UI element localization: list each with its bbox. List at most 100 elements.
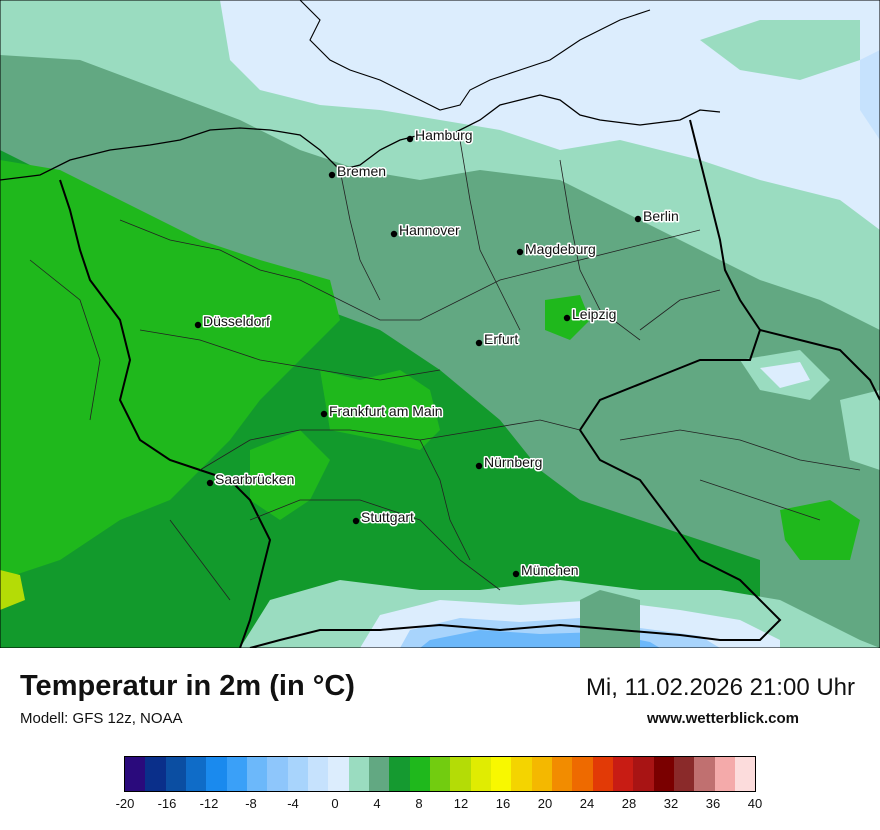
city-dot [352, 517, 360, 525]
legend-swatch [470, 757, 491, 791]
legend-swatch [307, 757, 329, 791]
city-dot [475, 462, 483, 470]
temp-patch-czech-cold [760, 362, 810, 388]
city-dot [634, 215, 642, 223]
legend-tick-label: 32 [663, 796, 679, 811]
legend-tick-labels: -20 -16 -12 -8 -4 0 4 8 12 16 20 24 28 32 36 40 [0, 796, 880, 814]
temperature-map: Hamburg Bremen Berlin Hannover Magdeburg… [0, 0, 880, 648]
forecast-datetime: Mi, 11.02.2026 21:00 Uhr [585, 674, 855, 701]
legend-swatch [328, 757, 349, 791]
state-borders [29, 139, 861, 601]
coastline-denmark [299, 0, 651, 111]
legend-tick-label: -4 [287, 796, 299, 811]
border-west [59, 179, 272, 648]
temp-patch-northeast [860, 50, 880, 140]
legend-swatch [145, 757, 166, 791]
legend-swatch [450, 757, 471, 791]
city-label: Berlin [643, 208, 679, 224]
city-bremen: Bremen [328, 162, 388, 181]
city-stuttgart: Stuttgart [352, 508, 416, 527]
model-info: Modell: GFS 12z, NOAA [20, 710, 183, 727]
city-markers: Hamburg Bremen Berlin Hannover Magdeburg… [194, 126, 680, 580]
legend-swatch [429, 757, 451, 791]
temp-zone-0-2 [220, 0, 880, 230]
legend-swatch [673, 757, 695, 791]
city-saarbruecken: Saarbrücken [206, 470, 296, 489]
city-label: Magdeburg [525, 241, 596, 257]
legend-swatch [551, 757, 573, 791]
city-berlin: Berlin [634, 207, 680, 226]
temp-patch-east-edge [840, 390, 880, 470]
temp-patch-southwest-center [250, 430, 330, 520]
legend-swatch [572, 757, 593, 791]
legend-swatch [490, 757, 512, 791]
city-label: Nürnberg [484, 454, 542, 470]
legend-tick-label: 36 [705, 796, 721, 811]
website-link[interactable]: www.wetterblick.com [647, 710, 799, 727]
legend-tick-label: -12 [199, 796, 219, 811]
legend-swatch [409, 757, 430, 791]
legend-tick-label: 24 [579, 796, 595, 811]
legend-swatch [734, 757, 756, 791]
legend-tick-label: 28 [621, 796, 637, 811]
city-frankfurt: Frankfurt am Main [320, 402, 444, 421]
legend-swatch [165, 757, 186, 791]
legend-tick-label: -8 [245, 796, 257, 811]
legend-swatch [368, 757, 390, 791]
legend-tick-label: 16 [495, 796, 511, 811]
city-label: Hamburg [415, 127, 473, 143]
legend-swatch [267, 757, 288, 791]
map-title: Temperatur in 2m (in °C) [20, 670, 355, 702]
city-muenchen: München [512, 561, 580, 580]
legend-tick-label: 0 [331, 796, 339, 811]
legend-swatch [246, 757, 268, 791]
coastline [0, 94, 721, 181]
city-dot [328, 171, 336, 179]
legend-swatch [633, 757, 654, 791]
legend-swatch [714, 757, 735, 791]
legend-swatch [348, 757, 369, 791]
color-legend [124, 756, 756, 792]
city-label: München [521, 562, 579, 578]
legend-tick-label: -20 [115, 796, 135, 811]
legend-swatch [531, 757, 552, 791]
temp-patch-east [780, 500, 860, 560]
city-duesseldorf: Düsseldorf [194, 312, 272, 331]
border-poland-czech [759, 329, 880, 401]
legend-tick-label: 12 [453, 796, 469, 811]
city-hannover: Hannover [390, 221, 462, 240]
city-label: Düsseldorf [203, 313, 270, 329]
legend-swatch [185, 757, 207, 791]
city-dot [406, 135, 414, 143]
city-dot [475, 339, 483, 347]
temp-patch-southwest [0, 570, 25, 610]
legend-tick-label: 4 [373, 796, 381, 811]
legend-swatch [226, 757, 247, 791]
city-dot [516, 248, 524, 256]
map-canvas: Hamburg Bremen Berlin Hannover Magdeburg… [0, 0, 880, 648]
legend-tick-label: 8 [415, 796, 423, 811]
city-dot [320, 410, 328, 418]
city-hamburg: Hamburg [406, 126, 474, 145]
legend-swatch [592, 757, 613, 791]
legend-swatch [125, 757, 146, 791]
city-dot [390, 230, 398, 238]
legend-swatch [653, 757, 674, 791]
city-nuernberg: Nürnberg [475, 453, 544, 472]
city-erfurt: Erfurt [475, 330, 520, 349]
temp-patch-north [700, 20, 860, 80]
legend-swatch [287, 757, 308, 791]
city-leipzig: Leipzig [563, 305, 618, 324]
legend-tick-label: -16 [157, 796, 177, 811]
legend-swatch [511, 757, 532, 791]
legend-swatch [694, 757, 715, 791]
city-label: Bremen [337, 163, 386, 179]
city-dot [206, 479, 214, 487]
legend-swatch [206, 757, 227, 791]
city-label: Frankfurt am Main [329, 403, 443, 419]
city-magdeburg: Magdeburg [516, 240, 597, 259]
city-label: Hannover [399, 222, 460, 238]
map-footer: Temperatur in 2m (in °C) Modell: GFS 12z… [0, 648, 880, 830]
legend-tick-label: 20 [537, 796, 553, 811]
legend-swatch [612, 757, 634, 791]
